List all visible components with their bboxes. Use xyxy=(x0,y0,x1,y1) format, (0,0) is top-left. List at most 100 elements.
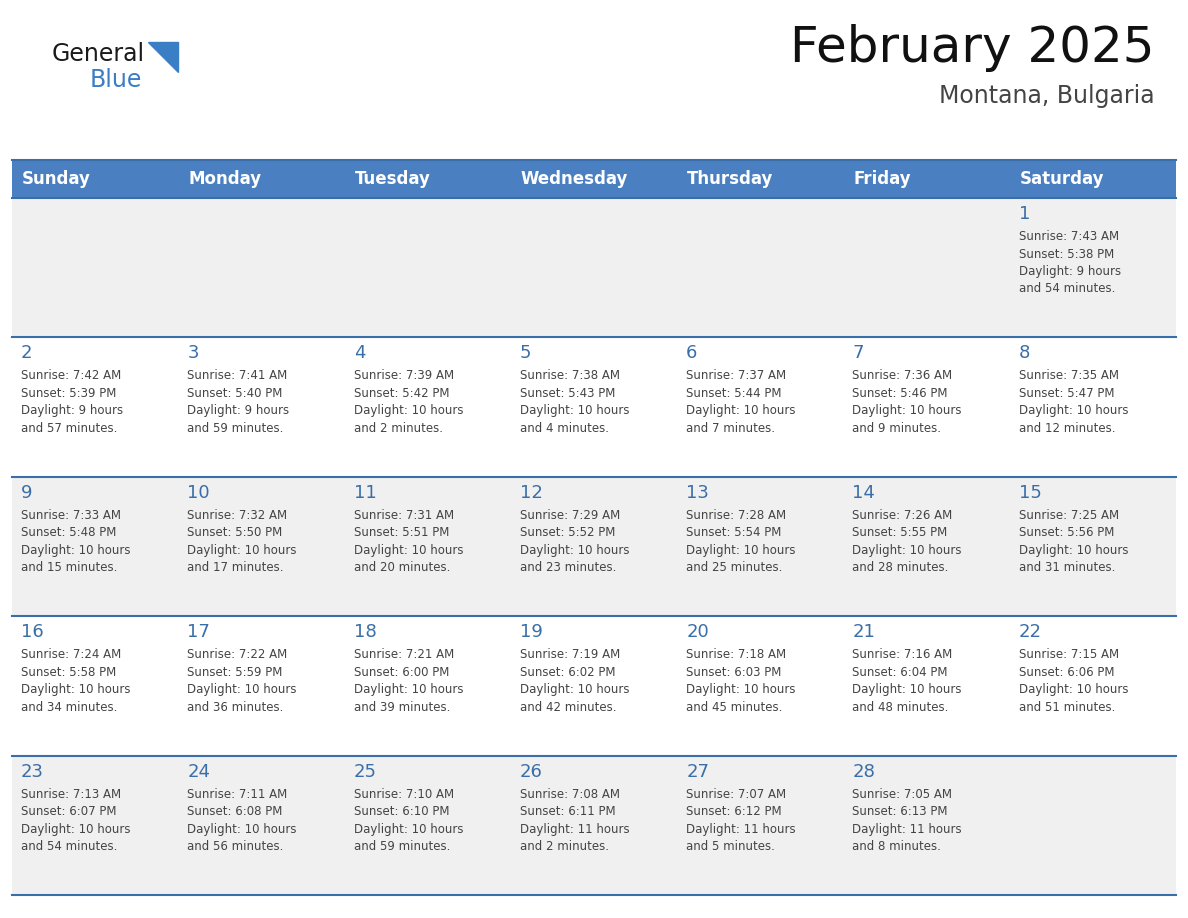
Text: Daylight: 10 hours: Daylight: 10 hours xyxy=(687,543,796,557)
Bar xyxy=(677,476,843,616)
Text: Sunset: 6:11 PM: Sunset: 6:11 PM xyxy=(520,805,615,818)
Text: and 20 minutes.: and 20 minutes. xyxy=(354,561,450,575)
Text: Sunset: 5:48 PM: Sunset: 5:48 PM xyxy=(21,526,116,539)
Text: Sunset: 5:50 PM: Sunset: 5:50 PM xyxy=(188,526,283,539)
Bar xyxy=(511,198,677,338)
Text: and 7 minutes.: and 7 minutes. xyxy=(687,422,775,435)
Text: Sunrise: 7:43 AM: Sunrise: 7:43 AM xyxy=(1019,230,1119,243)
Bar xyxy=(843,338,1010,476)
Text: and 51 minutes.: and 51 minutes. xyxy=(1019,700,1116,713)
Bar xyxy=(677,756,843,895)
Text: Sunrise: 7:07 AM: Sunrise: 7:07 AM xyxy=(687,788,786,800)
Text: Daylight: 10 hours: Daylight: 10 hours xyxy=(1019,543,1129,557)
Text: Daylight: 10 hours: Daylight: 10 hours xyxy=(853,543,962,557)
Text: and 45 minutes.: and 45 minutes. xyxy=(687,700,783,713)
Text: Sunset: 6:04 PM: Sunset: 6:04 PM xyxy=(853,666,948,678)
Bar xyxy=(178,756,345,895)
Bar xyxy=(345,338,511,476)
Bar xyxy=(12,476,178,616)
Bar xyxy=(843,616,1010,756)
Text: and 5 minutes.: and 5 minutes. xyxy=(687,840,775,853)
Text: Sunrise: 7:36 AM: Sunrise: 7:36 AM xyxy=(853,369,953,383)
Text: Sunset: 5:46 PM: Sunset: 5:46 PM xyxy=(853,386,948,400)
Text: Sunset: 6:00 PM: Sunset: 6:00 PM xyxy=(354,666,449,678)
Text: and 15 minutes.: and 15 minutes. xyxy=(21,561,118,575)
Text: Daylight: 10 hours: Daylight: 10 hours xyxy=(853,405,962,418)
Text: Sunrise: 7:41 AM: Sunrise: 7:41 AM xyxy=(188,369,287,383)
Text: Sunrise: 7:22 AM: Sunrise: 7:22 AM xyxy=(188,648,287,661)
Bar xyxy=(178,338,345,476)
Bar xyxy=(178,476,345,616)
Bar xyxy=(843,198,1010,338)
Text: 4: 4 xyxy=(354,344,365,363)
Text: Sunrise: 7:08 AM: Sunrise: 7:08 AM xyxy=(520,788,620,800)
Text: Sunset: 6:12 PM: Sunset: 6:12 PM xyxy=(687,805,782,818)
Text: and 34 minutes.: and 34 minutes. xyxy=(21,700,118,713)
Text: Monday: Monday xyxy=(188,170,261,188)
Text: Sunrise: 7:26 AM: Sunrise: 7:26 AM xyxy=(853,509,953,521)
Text: 19: 19 xyxy=(520,623,543,641)
Text: Sunrise: 7:37 AM: Sunrise: 7:37 AM xyxy=(687,369,786,383)
Text: Sunrise: 7:38 AM: Sunrise: 7:38 AM xyxy=(520,369,620,383)
Text: Daylight: 10 hours: Daylight: 10 hours xyxy=(853,683,962,696)
Text: 9: 9 xyxy=(21,484,32,502)
Text: Sunset: 5:55 PM: Sunset: 5:55 PM xyxy=(853,526,948,539)
Text: Daylight: 10 hours: Daylight: 10 hours xyxy=(687,405,796,418)
Text: Daylight: 10 hours: Daylight: 10 hours xyxy=(354,823,463,835)
Text: 25: 25 xyxy=(354,763,377,780)
Text: 24: 24 xyxy=(188,763,210,780)
Text: and 4 minutes.: and 4 minutes. xyxy=(520,422,609,435)
Text: Sunset: 6:03 PM: Sunset: 6:03 PM xyxy=(687,666,782,678)
Bar xyxy=(178,616,345,756)
Bar xyxy=(12,616,178,756)
Bar xyxy=(178,198,345,338)
Text: 23: 23 xyxy=(21,763,44,780)
Text: and 57 minutes.: and 57 minutes. xyxy=(21,422,118,435)
Text: 15: 15 xyxy=(1019,484,1042,502)
Text: Sunset: 5:43 PM: Sunset: 5:43 PM xyxy=(520,386,615,400)
Bar xyxy=(677,616,843,756)
Text: Sunset: 6:13 PM: Sunset: 6:13 PM xyxy=(853,805,948,818)
Bar xyxy=(843,160,1010,198)
Text: and 39 minutes.: and 39 minutes. xyxy=(354,700,450,713)
Text: Daylight: 9 hours: Daylight: 9 hours xyxy=(1019,265,1120,278)
Text: 10: 10 xyxy=(188,484,210,502)
Text: Sunrise: 7:28 AM: Sunrise: 7:28 AM xyxy=(687,509,786,521)
Text: Daylight: 10 hours: Daylight: 10 hours xyxy=(21,683,131,696)
Text: Sunset: 5:58 PM: Sunset: 5:58 PM xyxy=(21,666,116,678)
Bar xyxy=(345,616,511,756)
Bar xyxy=(511,338,677,476)
Text: Daylight: 10 hours: Daylight: 10 hours xyxy=(21,543,131,557)
Text: Thursday: Thursday xyxy=(687,170,773,188)
Text: Tuesday: Tuesday xyxy=(354,170,430,188)
Text: Daylight: 11 hours: Daylight: 11 hours xyxy=(520,823,630,835)
Text: Daylight: 11 hours: Daylight: 11 hours xyxy=(687,823,796,835)
Text: Daylight: 10 hours: Daylight: 10 hours xyxy=(188,823,297,835)
Text: and 12 minutes.: and 12 minutes. xyxy=(1019,422,1116,435)
Text: Sunrise: 7:25 AM: Sunrise: 7:25 AM xyxy=(1019,509,1119,521)
Text: Sunset: 5:38 PM: Sunset: 5:38 PM xyxy=(1019,248,1114,261)
Text: Daylight: 10 hours: Daylight: 10 hours xyxy=(354,683,463,696)
Text: 8: 8 xyxy=(1019,344,1030,363)
Text: and 59 minutes.: and 59 minutes. xyxy=(188,422,284,435)
Bar xyxy=(345,476,511,616)
Text: and 36 minutes.: and 36 minutes. xyxy=(188,700,284,713)
Text: 22: 22 xyxy=(1019,623,1042,641)
Text: 1: 1 xyxy=(1019,205,1030,223)
Text: Sunset: 5:42 PM: Sunset: 5:42 PM xyxy=(354,386,449,400)
Text: Sunrise: 7:05 AM: Sunrise: 7:05 AM xyxy=(853,788,953,800)
Text: 7: 7 xyxy=(853,344,864,363)
Bar xyxy=(843,756,1010,895)
Text: Sunset: 6:06 PM: Sunset: 6:06 PM xyxy=(1019,666,1114,678)
Polygon shape xyxy=(148,42,178,72)
Text: Sunrise: 7:24 AM: Sunrise: 7:24 AM xyxy=(21,648,121,661)
Text: General: General xyxy=(52,42,145,66)
Bar xyxy=(843,476,1010,616)
Text: 11: 11 xyxy=(354,484,377,502)
Text: Daylight: 9 hours: Daylight: 9 hours xyxy=(21,405,124,418)
Bar xyxy=(1010,756,1176,895)
Text: 28: 28 xyxy=(853,763,876,780)
Text: Sunrise: 7:10 AM: Sunrise: 7:10 AM xyxy=(354,788,454,800)
Text: Sunrise: 7:11 AM: Sunrise: 7:11 AM xyxy=(188,788,287,800)
Text: and 31 minutes.: and 31 minutes. xyxy=(1019,561,1116,575)
